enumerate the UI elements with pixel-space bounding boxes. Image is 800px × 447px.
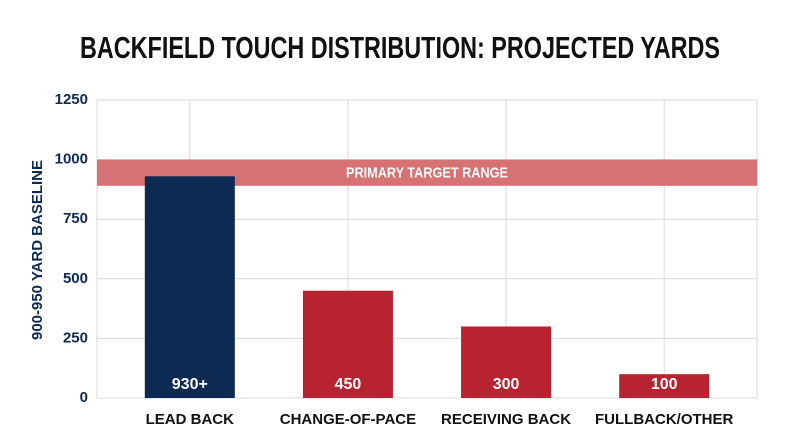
y-tick-label: 1000 — [55, 151, 88, 168]
bar — [144, 176, 235, 398]
y-tick-label: 500 — [63, 270, 88, 287]
chart-title: BACKFIELD TOUCH DISTRIBUTION: PROJECTED … — [80, 30, 720, 65]
y-tick-label: 0 — [80, 389, 88, 406]
y-axis-label: 900-950 YARD BASELINE — [29, 160, 46, 340]
x-tick-label: FULLBACK/OTHER — [595, 411, 733, 428]
value-label: 100 — [651, 376, 678, 393]
value-label: 930+ — [172, 376, 208, 393]
y-tick-label: 750 — [63, 210, 88, 227]
x-tick-label: RECEIVING BACK — [441, 411, 571, 428]
x-tick-label: LEAD BACK — [146, 411, 234, 428]
bar — [302, 290, 393, 398]
bar — [619, 374, 710, 398]
value-label: 450 — [335, 376, 362, 393]
y-tick-label: 1250 — [55, 91, 88, 108]
y-tick-label: 250 — [63, 329, 88, 346]
bar — [461, 326, 552, 398]
value-label: 300 — [493, 376, 520, 393]
target-band-label: PRIMARY TARGET RANGE — [346, 165, 508, 182]
x-tick-label: CHANGE-OF-PACE — [280, 411, 416, 428]
